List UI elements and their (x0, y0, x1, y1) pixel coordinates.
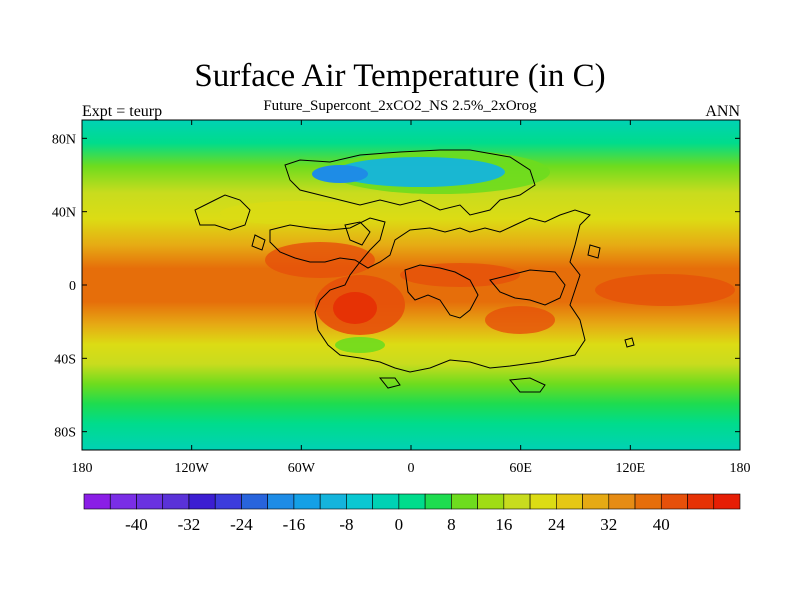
latitude-axis: 80N 40N 0 40S 80S (52, 132, 740, 441)
colorbar-swatch (372, 493, 400, 510)
longitude-axis: 180 120W 60W 0 60E 120E 180 (72, 120, 751, 476)
lat-tick-label: 80S (54, 426, 76, 441)
colorbar-swatch (293, 493, 321, 510)
colorbar-swatch (109, 493, 137, 510)
lat-tick-label: 80N (52, 132, 76, 147)
colorbar-swatch (503, 493, 531, 510)
colorbar-tick-label: -40 (125, 515, 148, 534)
colorbar-swatch (162, 493, 190, 510)
season-label: ANN (705, 103, 740, 120)
colorbar-swatch (214, 493, 242, 510)
colorbar-swatch (687, 493, 715, 510)
colorbar-tick-label: -32 (178, 515, 201, 534)
map-subtitle: Future_Supercont_2xCO2_NS 2.5%_2xOrog (263, 98, 537, 114)
lon-tick-label: 60W (288, 461, 316, 476)
experiment-label: Expt = teurp (82, 103, 163, 120)
colorbar-swatch (556, 493, 583, 510)
colorbar-swatch (529, 493, 557, 510)
colorbar-tick-label: 32 (600, 515, 617, 534)
colorbar-swatch (241, 493, 268, 510)
colorbar-swatch (83, 493, 111, 510)
lon-tick-label: 60E (509, 461, 532, 476)
colorbar-swatch (660, 493, 688, 510)
colorbar-swatch (634, 493, 662, 510)
colorbar-tick-label: -8 (339, 515, 353, 534)
colorbar-labels: -40 -32 -24 -16 -8 0 8 16 24 32 40 (125, 515, 670, 534)
colorbar-swatch (346, 493, 373, 510)
colorbar-swatch (188, 493, 216, 510)
colorbar-tick-label: 40 (653, 515, 670, 534)
colorbar-tick-label: 0 (395, 515, 404, 534)
colorbar-swatch (582, 493, 610, 510)
lon-tick-label: 120E (616, 461, 646, 476)
colorbar-tick-label: -16 (283, 515, 306, 534)
lat-tick-label: 40N (52, 206, 76, 221)
continent-outlines (194, 149, 635, 393)
lon-tick-label: 0 (408, 461, 415, 476)
colorbar-swatch (451, 493, 478, 510)
lat-tick-label: 0 (69, 279, 76, 294)
colorbar-swatch (713, 493, 741, 510)
lon-tick-label: 180 (72, 461, 93, 476)
colorbar-tick-label: 8 (447, 515, 456, 534)
colorbar-swatch (477, 493, 505, 510)
colorbar-swatch (424, 493, 452, 510)
colorbar-tick-label: 24 (548, 515, 566, 534)
temperature-field (82, 120, 740, 450)
lon-tick-label: 180 (730, 461, 751, 476)
colorbar-tick-label: -24 (230, 515, 253, 534)
colorbar-tick-label: 16 (495, 515, 512, 534)
colorbar-swatch (398, 493, 426, 510)
colorbar-swatch (136, 493, 164, 510)
colorbar (83, 493, 741, 510)
colorbar-swatch (267, 493, 295, 510)
colorbar-swatch (319, 493, 347, 510)
lat-tick-label: 40S (54, 352, 76, 367)
colorbar-swatch (608, 493, 636, 510)
lon-tick-label: 120W (175, 461, 210, 476)
map-title: Surface Air Temperature (in C) (194, 58, 606, 94)
